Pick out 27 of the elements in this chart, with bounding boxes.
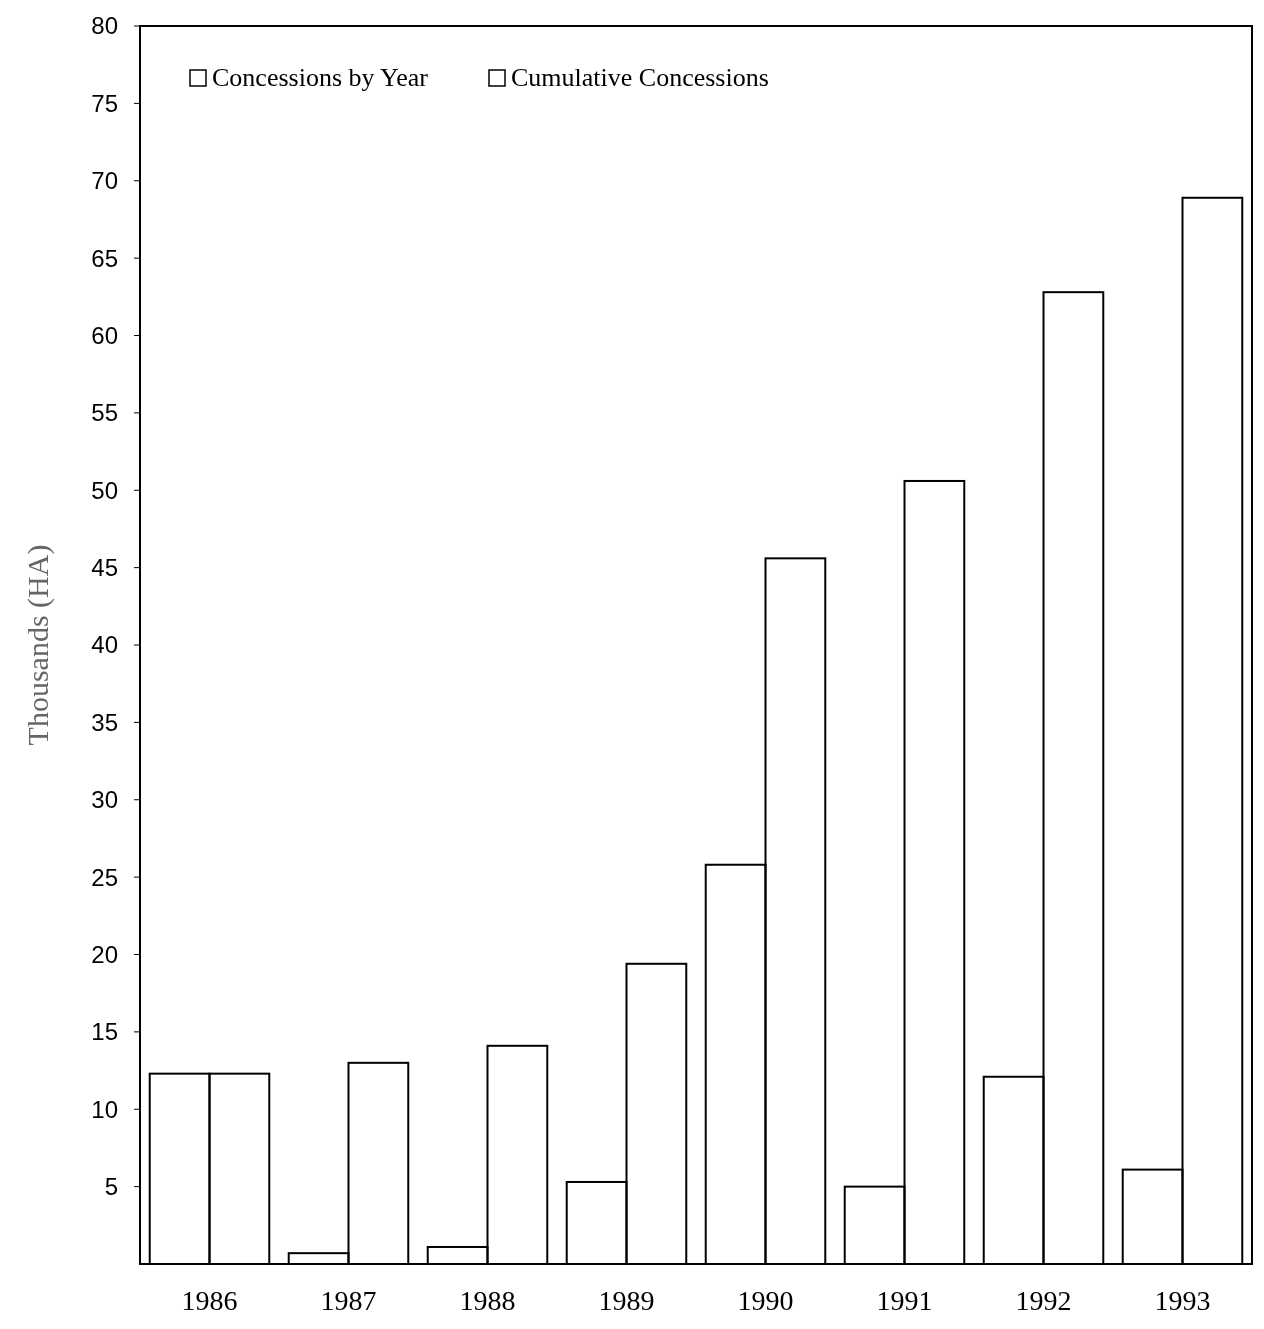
x-tick-label: 1988 [459, 1285, 516, 1316]
y-tick-label: 70 [91, 167, 118, 195]
y-tick-label: 30 [91, 786, 118, 814]
x-tick-label: 1986 [181, 1285, 238, 1316]
x-tick-label: 1989 [598, 1285, 655, 1316]
y-tick-label: 15 [91, 1018, 118, 1046]
y-tick-label: 35 [91, 708, 118, 736]
y-tick-label: 50 [91, 476, 118, 504]
y-tick-label: 75 [91, 89, 118, 117]
y-tick-label: 25 [91, 863, 118, 891]
y-tick-label: 10 [91, 1095, 118, 1123]
y-tick-label: 60 [91, 321, 118, 349]
x-tick-label: 1990 [737, 1285, 794, 1316]
y-tick-label: 65 [91, 244, 118, 272]
y-tick-label: 55 [91, 399, 118, 427]
y-tick-label: 45 [91, 554, 118, 582]
y-tick-label: 80 [91, 12, 118, 40]
y-tick-label: 20 [91, 940, 118, 968]
legend-label: Concessions by Year [212, 63, 429, 92]
x-tick-label: 1993 [1154, 1285, 1211, 1316]
legend-label: Cumulative Concessions [511, 63, 769, 92]
y-tick-label: 40 [91, 631, 118, 659]
x-tick-label: 1991 [876, 1285, 933, 1316]
y-tick-label: 5 [104, 1173, 118, 1201]
y-axis-title: Thousands (HA) [21, 544, 55, 746]
x-tick-label: 1992 [1015, 1285, 1072, 1316]
x-tick-label: 1987 [320, 1285, 377, 1316]
